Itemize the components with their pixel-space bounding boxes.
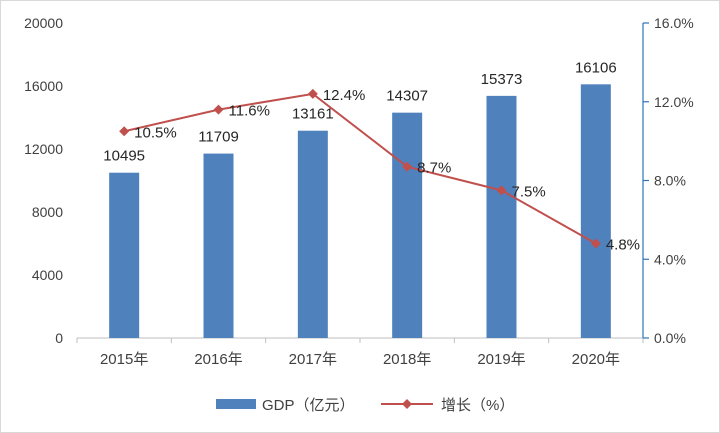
y-left-tick-label: 4000 — [32, 267, 63, 283]
growth-point-marker — [213, 104, 224, 115]
line-layer — [119, 88, 601, 249]
y-left-tick-label: 0 — [55, 330, 63, 346]
gdp-bar-value-label: 15373 — [481, 71, 523, 88]
y-left-tick-label: 20000 — [24, 15, 63, 31]
growth-value-label: 10.5% — [134, 124, 177, 141]
x-tick-label: 2015年 — [100, 351, 148, 368]
legend-gdp-label: GDP（亿元） — [262, 397, 355, 414]
gdp-bar-value-label: 14307 — [386, 88, 428, 105]
growth-value-label: 11.6% — [229, 103, 270, 120]
x-tick-label: 2020年 — [572, 351, 620, 368]
labels-layer: 10495 11709 13161 14307 15373 16106 10.5% 11.6%… — [103, 59, 640, 253]
y-right-tick-label: 8.0% — [654, 173, 686, 189]
legend: GDP（亿元） 增长（%） — [216, 397, 514, 414]
y-right-tick-label: 0.0% — [654, 330, 686, 346]
y-left-tick-label: 16000 — [24, 78, 63, 94]
gdp-bar — [203, 153, 234, 338]
growth-point-marker — [496, 185, 507, 196]
gdp-bar — [486, 95, 517, 339]
legend-growth-label: 增长（%） — [441, 397, 514, 414]
x-tick-label: 2019年 — [477, 351, 525, 368]
gdp-bar-value-label: 13161 — [292, 106, 334, 123]
growth-point-marker — [402, 161, 413, 172]
axes-layer: 0.0% 4.0% 8.0% 12.0% 16.0% 0 4000 8000 12000 1600… — [24, 15, 694, 368]
growth-point-marker — [590, 238, 601, 249]
growth-value-label: 8.7% — [417, 160, 451, 177]
growth-point-marker — [307, 88, 318, 99]
legend-growth-marker — [402, 399, 412, 409]
x-tick-label: 2017年 — [289, 351, 337, 368]
growth-value-label: 12.4% — [323, 87, 366, 104]
gdp-bar-value-label: 16106 — [575, 59, 617, 76]
y-right-tick-label: 16.0% — [654, 15, 694, 31]
gdp-bar-value-label: 11709 — [198, 129, 239, 146]
gdp-bar — [109, 172, 140, 338]
bars-layer — [109, 84, 611, 339]
growth-value-label: 7.5% — [512, 183, 546, 200]
gdp-bar — [580, 84, 611, 338]
gdp-bar — [297, 130, 328, 338]
y-left-tick-label: 12000 — [24, 141, 63, 157]
gdp-bar-value-label: 10495 — [103, 148, 145, 165]
growth-point-marker — [119, 126, 130, 137]
y-left-tick-label: 8000 — [32, 204, 63, 220]
y-right-tick-label: 4.0% — [654, 251, 686, 267]
gdp-bar — [392, 112, 423, 338]
x-tick-label: 2018年 — [383, 351, 431, 368]
y-right-tick-label: 12.0% — [654, 94, 694, 110]
growth-line — [123, 92, 597, 245]
x-tick-label: 2016年 — [194, 351, 242, 368]
growth-value-label: 4.8% — [606, 237, 640, 254]
legend-gdp-swatch — [216, 399, 256, 409]
